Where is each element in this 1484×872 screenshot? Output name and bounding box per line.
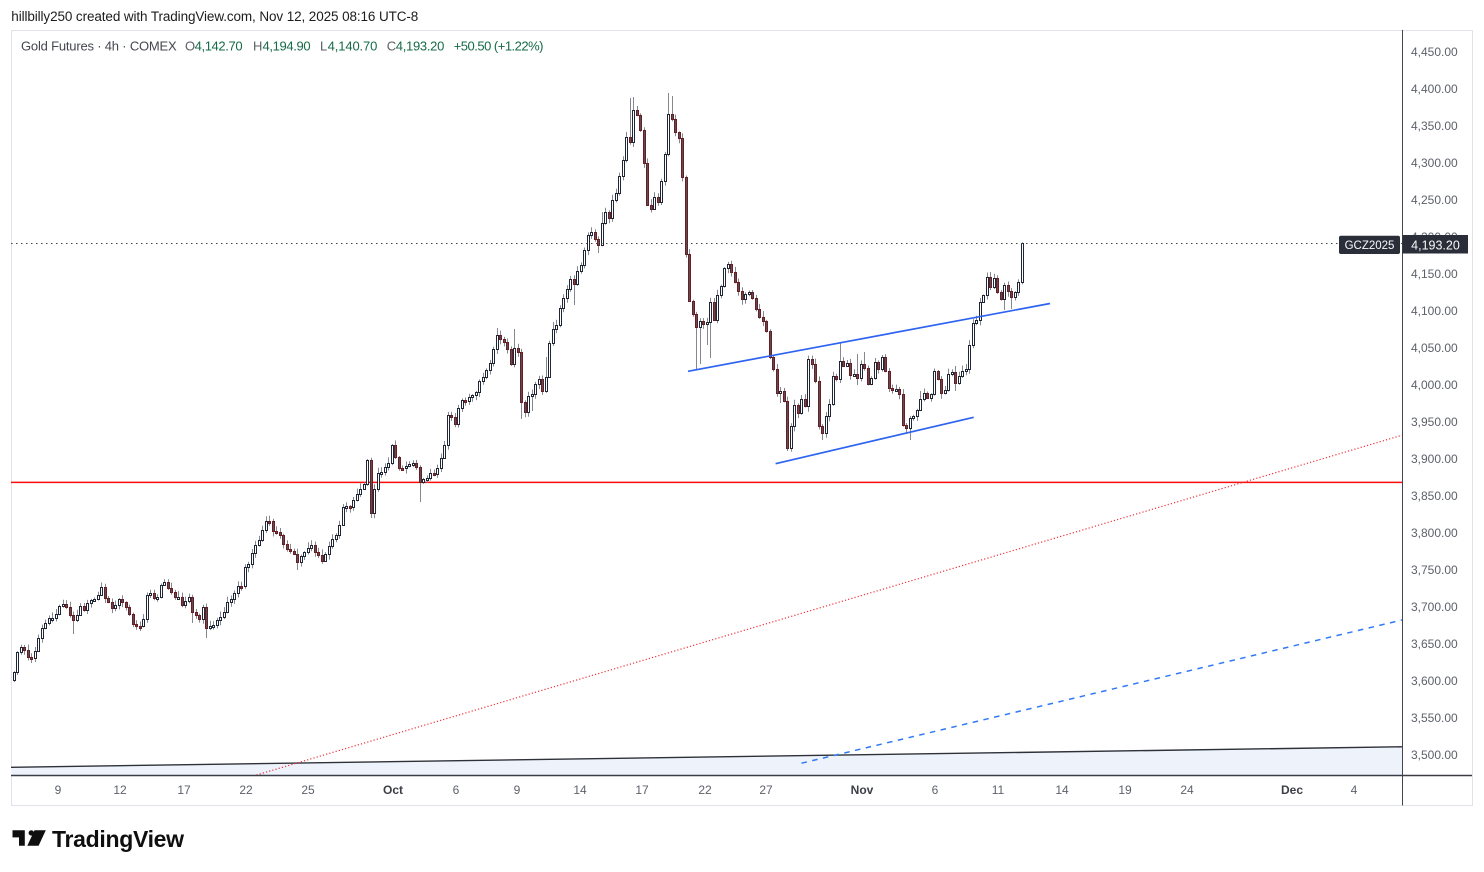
svg-text:25: 25 (301, 783, 315, 797)
svg-text:4,193.20: 4,193.20 (396, 39, 445, 54)
svg-text:3,900.00: 3,900.00 (1411, 452, 1458, 466)
svg-text:4,142.70: 4,142.70 (195, 39, 243, 54)
svg-text:Gold Futures · 4h · COMEX: Gold Futures · 4h · COMEX (21, 39, 177, 54)
svg-text:4,350.00: 4,350.00 (1411, 119, 1458, 133)
svg-text:GCZ2025: GCZ2025 (1345, 240, 1395, 252)
svg-text:3,600.00: 3,600.00 (1411, 674, 1458, 688)
svg-text:hillbilly250 created with Trad: hillbilly250 created with TradingView.co… (11, 9, 418, 24)
svg-text:3,500.00: 3,500.00 (1411, 748, 1458, 762)
svg-text:19: 19 (1118, 783, 1132, 797)
svg-text:22: 22 (698, 783, 712, 797)
svg-text:Nov: Nov (851, 783, 874, 797)
svg-text:4,150.00: 4,150.00 (1411, 267, 1458, 281)
svg-text:3,700.00: 3,700.00 (1411, 600, 1458, 614)
svg-text:17: 17 (635, 783, 649, 797)
svg-text:12: 12 (113, 783, 127, 797)
svg-text:4,450.00: 4,450.00 (1411, 45, 1458, 59)
svg-text:4,100.00: 4,100.00 (1411, 304, 1458, 318)
svg-text:Oct: Oct (383, 783, 403, 797)
svg-text:H: H (253, 39, 262, 54)
svg-text:6: 6 (932, 783, 939, 797)
svg-text:14: 14 (573, 783, 587, 797)
svg-text:3,950.00: 3,950.00 (1411, 415, 1458, 429)
svg-text:27: 27 (759, 783, 773, 797)
svg-text:14: 14 (1055, 783, 1069, 797)
svg-text:22: 22 (239, 783, 253, 797)
svg-text:17: 17 (177, 783, 191, 797)
svg-text:4: 4 (1351, 783, 1358, 797)
svg-text:9: 9 (514, 783, 521, 797)
svg-text:O: O (185, 39, 195, 54)
svg-text:+50.50 (+1.22%): +50.50 (+1.22%) (454, 39, 544, 54)
svg-text:L: L (320, 39, 327, 54)
svg-text:3,650.00: 3,650.00 (1411, 637, 1458, 651)
svg-text:3,550.00: 3,550.00 (1411, 711, 1458, 725)
svg-text:3,850.00: 3,850.00 (1411, 489, 1458, 503)
svg-text:4,250.00: 4,250.00 (1411, 193, 1458, 207)
svg-text:TradingView: TradingView (52, 826, 184, 852)
svg-text:24: 24 (1180, 783, 1194, 797)
svg-text:4,193.20: 4,193.20 (1411, 238, 1460, 252)
svg-text:4,194.90: 4,194.90 (263, 39, 311, 54)
svg-text:6: 6 (453, 783, 460, 797)
svg-text:3,750.00: 3,750.00 (1411, 563, 1458, 577)
svg-text:11: 11 (992, 783, 1005, 797)
svg-text:C: C (387, 39, 396, 54)
svg-text:Dec: Dec (1281, 783, 1303, 797)
svg-text:4,140.70: 4,140.70 (328, 39, 378, 54)
svg-text:9: 9 (55, 783, 62, 797)
svg-text:3,800.00: 3,800.00 (1411, 526, 1458, 540)
svg-text:4,400.00: 4,400.00 (1411, 82, 1458, 96)
svg-text:4,050.00: 4,050.00 (1411, 341, 1458, 355)
svg-text:4,000.00: 4,000.00 (1411, 378, 1458, 392)
svg-text:4,300.00: 4,300.00 (1411, 156, 1458, 170)
